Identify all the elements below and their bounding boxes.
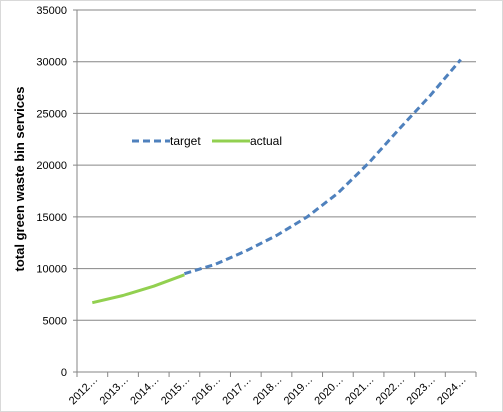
y-tick-labels: 0 5000 10000 15000 20000 25000 30000 35000 bbox=[36, 5, 67, 379]
series-lines bbox=[91, 58, 462, 305]
x-tick-label: 2019… bbox=[282, 374, 316, 408]
x-tick-labels: 2012…2013…2014…2015…2016…2017…2018…2019…… bbox=[67, 374, 469, 408]
x-tick-label: 2017… bbox=[220, 374, 254, 408]
series-line-actual bbox=[91, 273, 185, 305]
x-tick-label: 2016… bbox=[190, 374, 224, 408]
y-tick-label: 30000 bbox=[36, 57, 67, 69]
axes bbox=[76, 10, 477, 377]
legend-label-target: target bbox=[170, 134, 201, 148]
series-line-target bbox=[183, 58, 462, 276]
x-tick-label: 2018… bbox=[251, 374, 285, 408]
x-tick-label: 2013… bbox=[98, 374, 132, 408]
y-tick-label: 0 bbox=[61, 367, 67, 379]
y-tick-label: 20000 bbox=[36, 160, 67, 172]
y-tick-label: 15000 bbox=[36, 212, 67, 224]
y-tick-label: 25000 bbox=[36, 108, 67, 120]
gridlines bbox=[73, 9, 476, 373]
legend-label-actual: actual bbox=[250, 134, 282, 148]
x-tick-label: 2014… bbox=[128, 374, 162, 408]
x-tick-label: 2012… bbox=[67, 374, 101, 408]
x-tick-label: 2024… bbox=[435, 374, 469, 408]
x-tick-label: 2021… bbox=[343, 374, 377, 408]
legend: target actual bbox=[132, 134, 282, 148]
x-tick-label: 2015… bbox=[159, 374, 193, 408]
y-tick-label: 35000 bbox=[36, 5, 67, 17]
x-tick-label: 2022… bbox=[374, 374, 408, 408]
x-tick-label: 2023… bbox=[405, 374, 439, 408]
y-tick-label: 10000 bbox=[36, 264, 67, 276]
x-tick-label: 2020… bbox=[312, 374, 346, 408]
y-axis-label: total green waste bin services bbox=[12, 87, 27, 272]
y-tick-label: 5000 bbox=[43, 315, 67, 327]
